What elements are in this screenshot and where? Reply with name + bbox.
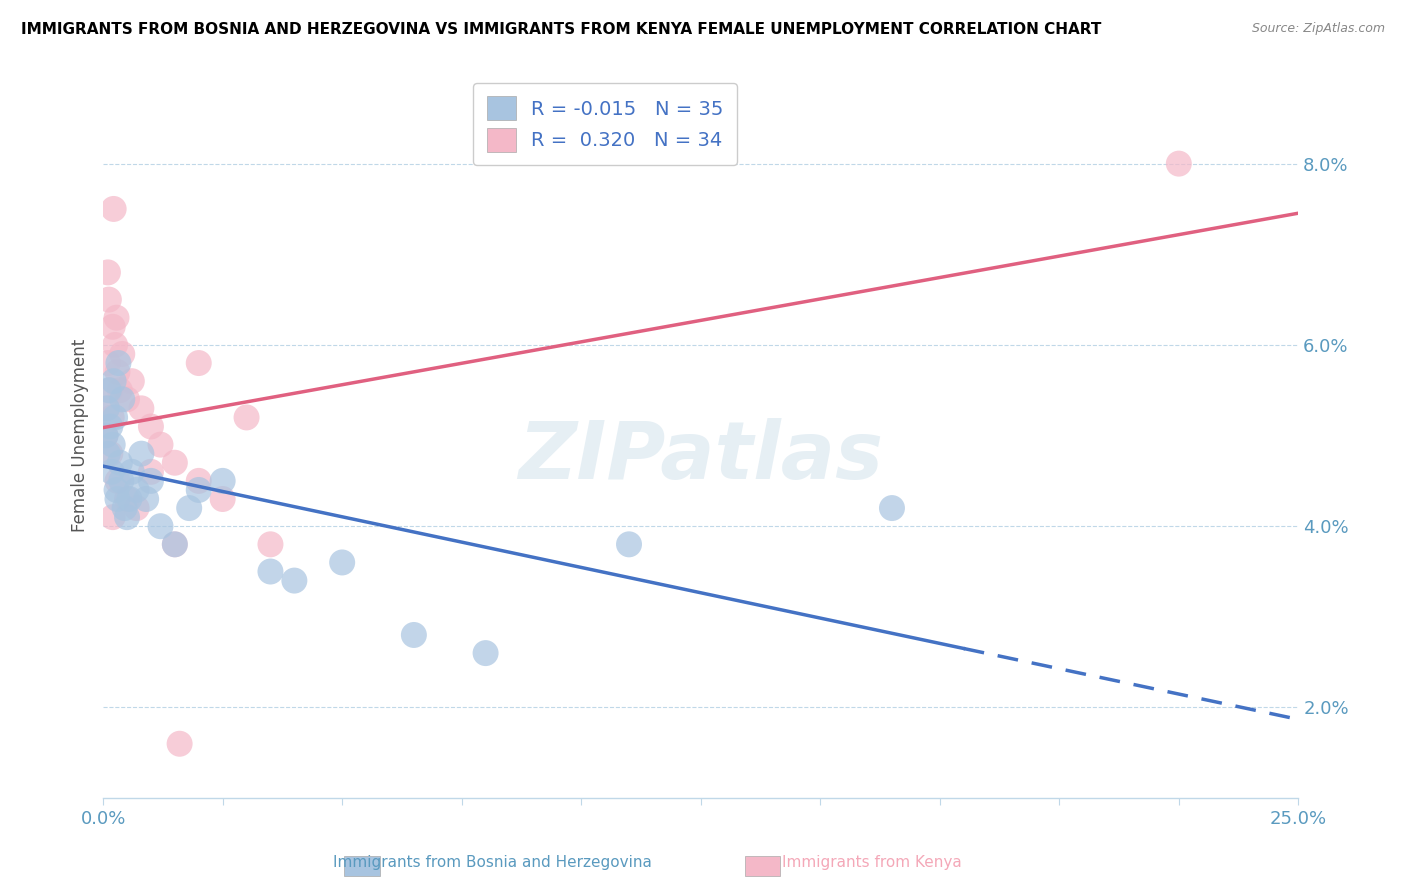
Point [139, 474, 162, 488]
Point [139, 419, 162, 434]
Point [169, 737, 191, 751]
Point [211, 474, 233, 488]
Point [125, 483, 148, 497]
Point [114, 501, 136, 516]
Point [131, 401, 153, 416]
Point [115, 510, 138, 524]
Point [100, 410, 122, 425]
Text: ZIPatlas: ZIPatlas [519, 418, 883, 496]
Text: Immigrants from Kenya: Immigrants from Kenya [782, 855, 962, 870]
Point [149, 437, 172, 451]
Point [283, 574, 305, 588]
Point [111, 392, 134, 407]
Point [115, 491, 138, 506]
Point [101, 437, 124, 451]
Point [101, 319, 124, 334]
Point [110, 474, 132, 488]
Point [139, 465, 162, 479]
Point [179, 501, 201, 516]
Point [187, 356, 209, 370]
Point [101, 510, 124, 524]
Point [163, 537, 186, 551]
Point [94, 428, 117, 442]
Point [135, 491, 157, 506]
Point [259, 565, 281, 579]
Legend: R = -0.015   N = 35, R =  0.320   N = 34: R = -0.015 N = 35, R = 0.320 N = 34 [472, 83, 737, 165]
Point [149, 519, 172, 533]
Point [96, 401, 118, 416]
Text: IMMIGRANTS FROM BOSNIA AND HERZEGOVINA VS IMMIGRANTS FROM KENYA FEMALE UNEMPLOYM: IMMIGRANTS FROM BOSNIA AND HERZEGOVINA V… [21, 22, 1101, 37]
Point [880, 501, 903, 516]
Y-axis label: Female Unemployment: Female Unemployment [72, 339, 89, 533]
Point [330, 556, 353, 570]
Point [111, 347, 134, 361]
Text: Source: ZipAtlas.com: Source: ZipAtlas.com [1251, 22, 1385, 36]
Point [98, 383, 121, 397]
Point [118, 491, 141, 506]
Point [98, 419, 121, 434]
Point [98, 447, 121, 461]
Point [115, 392, 138, 407]
Point [105, 483, 128, 497]
Point [187, 474, 209, 488]
Point [1167, 156, 1189, 170]
Point [97, 265, 120, 279]
Point [104, 410, 127, 425]
Point [163, 456, 186, 470]
Point [402, 628, 425, 642]
Point [105, 310, 128, 325]
Point [107, 365, 129, 379]
Point [94, 428, 117, 442]
Point [259, 537, 281, 551]
Point [97, 447, 120, 461]
Point [107, 491, 129, 506]
Point [125, 501, 148, 516]
Point [103, 374, 125, 388]
Point [108, 456, 131, 470]
Point [163, 537, 186, 551]
Point [107, 474, 129, 488]
Text: Immigrants from Bosnia and Herzegovina: Immigrants from Bosnia and Herzegovina [333, 855, 651, 870]
Point [131, 447, 153, 461]
Point [97, 293, 120, 307]
Point [187, 483, 209, 497]
Point [121, 465, 143, 479]
Point [103, 202, 125, 216]
Point [121, 374, 143, 388]
Point [100, 465, 122, 479]
Point [235, 410, 257, 425]
Point [474, 646, 496, 660]
Point [97, 356, 120, 370]
Point [617, 537, 640, 551]
Point [107, 356, 129, 370]
Point [108, 383, 131, 397]
Point [97, 383, 120, 397]
Point [104, 338, 127, 352]
Point [211, 491, 233, 506]
Point [96, 401, 118, 416]
